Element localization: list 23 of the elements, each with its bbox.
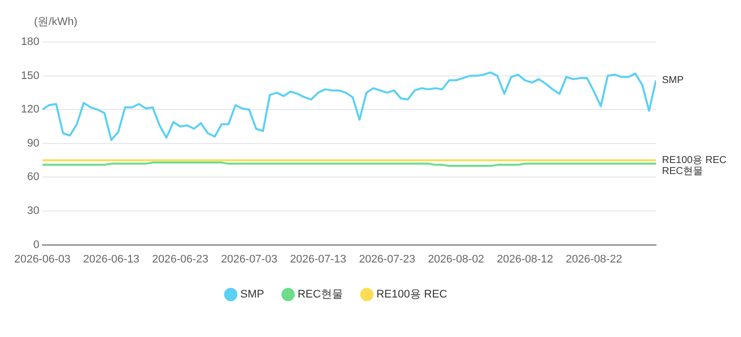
x-tick-label: 2026-08-22 — [566, 253, 622, 266]
y-tick-label: 0 — [33, 238, 40, 251]
y-axis-title: (원/kWh) — [34, 16, 78, 28]
x-tick-label: 2026-07-03 — [221, 253, 278, 266]
y-tick-label: 150 — [20, 70, 40, 82]
legend-label: SMP — [240, 288, 264, 301]
legend-label: RE100용 REC — [376, 288, 448, 301]
x-tick-label: 2026-07-13 — [290, 253, 346, 266]
text: RE100용 REC — [662, 155, 726, 166]
text: REC현물 — [662, 166, 704, 178]
legend-label: REC현물 — [298, 288, 343, 301]
x-tick-label: 2026-06-03 — [14, 253, 70, 266]
y-tick-label: 120 — [20, 104, 40, 116]
y-tick-label: 90 — [27, 137, 40, 150]
y-tick-label: 30 — [27, 205, 40, 218]
x-tick-label: 2026-06-13 — [83, 253, 140, 266]
y-tick-label: 60 — [27, 171, 40, 184]
x-tick-label: 2026-08-12 — [496, 253, 554, 266]
x-tick-label: 2026-06-23 — [152, 253, 208, 266]
text: SMP — [662, 75, 684, 86]
x-tick-label: 2026-08-02 — [428, 253, 484, 266]
y-tick-label: 180 — [20, 36, 40, 48]
x-tick-label: 2026-07-23 — [358, 253, 416, 266]
